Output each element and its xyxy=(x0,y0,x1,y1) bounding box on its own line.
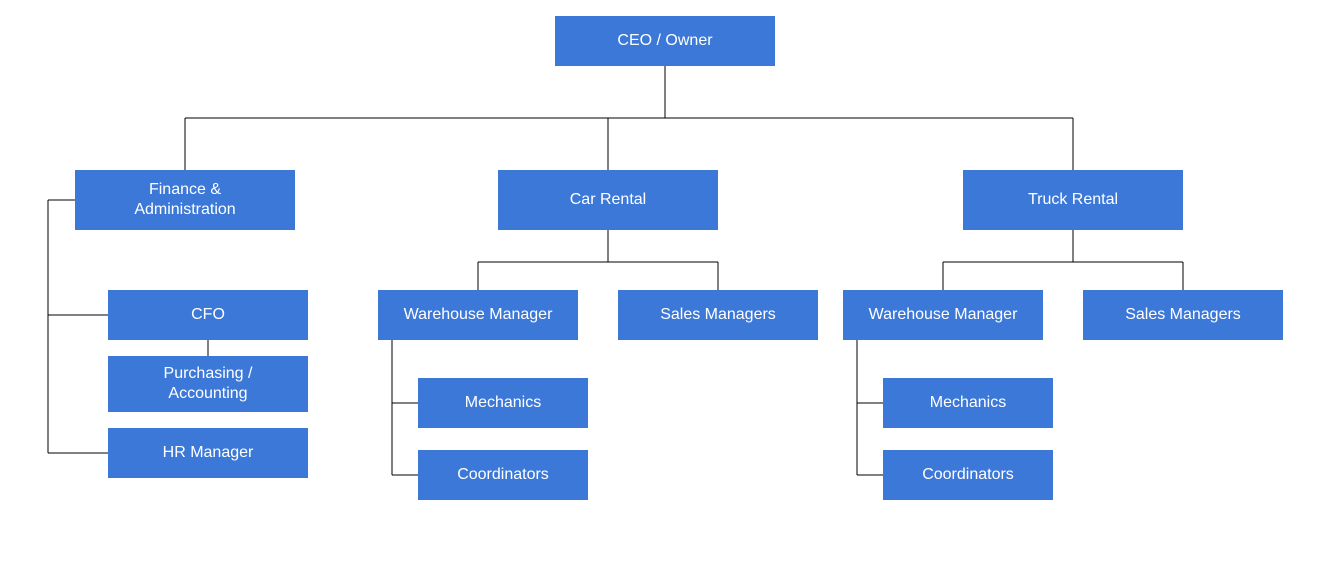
org-chart-canvas: CEO / Owner Finance &Administration Car Re… xyxy=(0,0,1329,570)
org-node-csales: Sales Managers xyxy=(618,290,818,340)
org-node-ccoord: Coordinators xyxy=(418,450,588,500)
org-node-hrmgr: HR Manager xyxy=(108,428,308,478)
org-node-twhmgr: Warehouse Manager xyxy=(843,290,1043,340)
org-chart-edges xyxy=(0,0,1329,570)
org-node-ceo: CEO / Owner xyxy=(555,16,775,66)
org-node-cmech: Mechanics xyxy=(418,378,588,428)
org-node-tsales: Sales Managers xyxy=(1083,290,1283,340)
org-node-finadmin: Finance &Administration xyxy=(75,170,295,230)
org-node-tmech: Mechanics xyxy=(883,378,1053,428)
org-node-tcoord: Coordinators xyxy=(883,450,1053,500)
org-node-purchacct: Purchasing /Accounting xyxy=(108,356,308,412)
org-node-cfo: CFO xyxy=(108,290,308,340)
org-node-cwhmgr: Warehouse Manager xyxy=(378,290,578,340)
org-node-truckrental: Truck Rental xyxy=(963,170,1183,230)
org-node-carrental: Car Rental xyxy=(498,170,718,230)
